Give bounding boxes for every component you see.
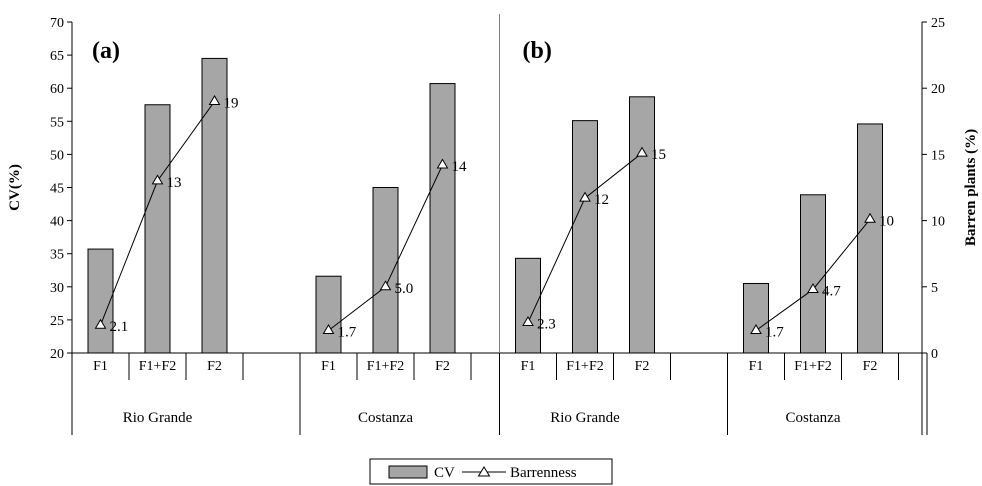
cv-bar [857, 123, 883, 354]
y-right-tick-label: 25 [931, 16, 945, 31]
category-label: F1+F2 [139, 359, 176, 374]
cv-bar [144, 104, 171, 354]
barrenness-data-label: 19 [224, 95, 239, 111]
y-right-tick-label: 5 [931, 281, 938, 296]
barrenness-marker [579, 191, 591, 202]
legend-barrenness-marker [477, 466, 491, 477]
barrenness-marker [208, 94, 221, 105]
y-left-tick-label: 70 [50, 16, 64, 31]
legend-cv-swatch [388, 465, 428, 479]
barrenness-data-label: 2.1 [110, 319, 129, 335]
category-label: F1 [749, 359, 764, 374]
barrenness-marker [750, 324, 762, 334]
barrenness-marker [522, 316, 534, 327]
group-label: Rio Grande [123, 410, 193, 426]
cv-bar [201, 57, 228, 354]
cv-bar [572, 120, 598, 354]
y-left-tick-label: 50 [50, 148, 64, 163]
barrenness-marker [864, 212, 876, 223]
category-label: F1 [93, 359, 108, 374]
barrenness-data-label: 15 [651, 147, 666, 163]
y-left-tick-label: 65 [50, 49, 64, 64]
barrenness-marker [94, 318, 107, 329]
y-left-tick-label: 30 [50, 281, 64, 296]
panel-label: (b) [523, 38, 552, 64]
panel-label: (a) [92, 38, 120, 64]
barrenness-data-label: 1.7 [765, 324, 784, 340]
y-left-tick-label: 35 [50, 248, 64, 263]
cv-bar [87, 248, 114, 354]
barrenness-data-label: 13 [167, 175, 182, 191]
barrenness-marker [322, 324, 335, 334]
cv-bar [315, 275, 342, 354]
category-label: F2 [207, 359, 222, 374]
y-right-tick-label: 20 [931, 82, 945, 97]
barrenness-data-label: 2.3 [537, 317, 556, 333]
y-right-title: Barren plants (%) [963, 129, 979, 246]
cv-bar [515, 257, 541, 354]
legend-cv-label: CV [434, 465, 455, 481]
group-label: Costanza [786, 410, 841, 426]
barrenness-data-label: 5.0 [395, 281, 414, 297]
barrenness-marker [436, 158, 449, 169]
y-left-title: CV(%) [7, 164, 23, 211]
category-label: F2 [435, 359, 450, 374]
cv-bar [743, 282, 769, 354]
y-left-tick-label: 20 [50, 347, 64, 362]
category-label: F1 [521, 359, 536, 374]
y-left-tick-label: 45 [50, 182, 64, 197]
barrenness-data-label: 1.7 [338, 324, 357, 340]
barrenness-marker [807, 282, 819, 293]
barrenness-data-label: 4.7 [822, 283, 841, 299]
barrenness-data-label: 10 [879, 213, 894, 229]
barrenness-marker [636, 146, 648, 157]
y-left-tick-label: 60 [50, 82, 64, 97]
y-left-tick-label: 40 [50, 215, 64, 230]
barrenness-data-label: 12 [594, 192, 609, 208]
category-label: F1+F2 [566, 359, 603, 374]
line-layer [94, 94, 876, 334]
cv-bar [372, 187, 399, 354]
legend-barrenness-label: Barrenness [510, 465, 577, 481]
group-label: Rio Grande [550, 410, 620, 426]
barrenness-marker [151, 174, 164, 185]
legend: CV Barrenness [369, 458, 613, 485]
bars-layer [87, 57, 883, 354]
y-right-tick-label: 15 [931, 148, 945, 163]
category-label: F1+F2 [367, 359, 404, 374]
category-label: F2 [863, 359, 878, 374]
labels-layer: (a) F1 F1+F2 F2 2.1 13 19 Rio Grande F1 F1+F2 F2 1.… [92, 38, 894, 426]
cv-bar [429, 83, 456, 354]
y-left-tick-label: 25 [50, 314, 64, 329]
y-right-tick-label: 10 [931, 215, 945, 230]
y-right-tick-label: 0 [931, 347, 938, 362]
y-left-tick-label: 55 [50, 115, 64, 130]
category-label: F2 [635, 359, 650, 374]
category-label: F1+F2 [794, 359, 831, 374]
cv-bar [800, 194, 826, 354]
barrenness-marker [379, 280, 392, 291]
category-label: F1 [321, 359, 336, 374]
barrenness-data-label: 14 [452, 159, 468, 175]
cv-bar [629, 96, 655, 354]
group-label: Costanza [358, 410, 413, 426]
